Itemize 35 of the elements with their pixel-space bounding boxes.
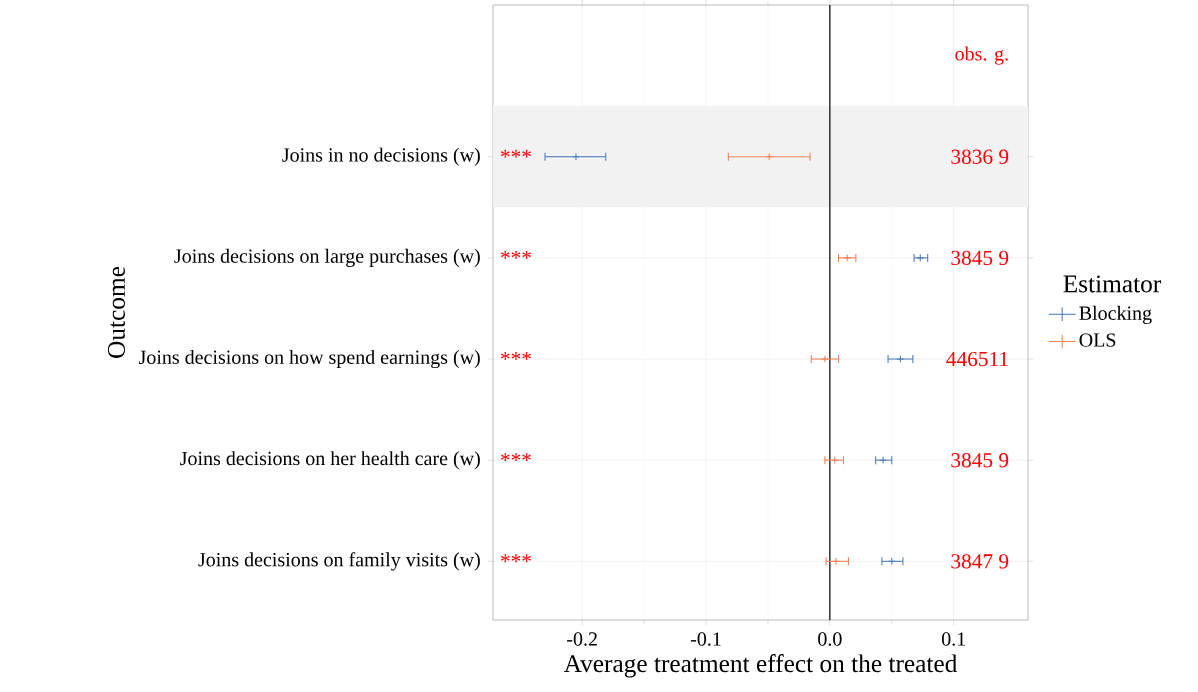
- point: [916, 254, 925, 262]
- annotation: ***: [500, 554, 531, 563]
- legend-title: Estimator: [1063, 275, 1162, 293]
- legend-label: OLS: [1079, 333, 1116, 347]
- annotation: 3847 9: [951, 554, 1009, 569]
- point: [843, 254, 852, 262]
- y-tick-label: Joins in no decisions (w): [282, 147, 480, 166]
- text: obs. g.: [955, 46, 1008, 65]
- point: [896, 355, 905, 363]
- point: [832, 557, 840, 566]
- point: [879, 456, 887, 465]
- point: [830, 456, 839, 465]
- point: [821, 355, 829, 363]
- point: [887, 557, 896, 566]
- annotation: ***: [500, 149, 531, 158]
- y-tick-label: Joins decisions on her health care (w): [180, 451, 480, 470]
- x-tick-label: -0.2: [567, 632, 597, 646]
- annotation: ***: [500, 250, 531, 259]
- legend-label: Blocking: [1079, 305, 1152, 325]
- annotation: 446511: [946, 351, 1008, 367]
- annotation: ***: [500, 352, 531, 360]
- x-tick-label: 0.0: [818, 632, 842, 646]
- x-tick-label: -0.1: [690, 632, 721, 646]
- point: [765, 152, 774, 161]
- y-tick-label: Joins decisions on how spend earnings (w): [138, 349, 480, 369]
- y-tick-label: Joins decisions on large purchases (w): [174, 248, 480, 267]
- point: [572, 152, 580, 161]
- annotation: 3845 9: [951, 453, 1009, 468]
- x-axis-title: Average treatment effect on the treated: [563, 654, 958, 678]
- annotation: 3845 9: [951, 250, 1009, 266]
- x-tick-label: 0.1: [941, 632, 966, 646]
- annotation: ***: [500, 453, 531, 462]
- y-axis-title: Outcome: [107, 266, 125, 358]
- y-tick-label: Joins decisions on family visits (w): [198, 552, 480, 571]
- annotation: 3836 9: [951, 149, 1009, 164]
